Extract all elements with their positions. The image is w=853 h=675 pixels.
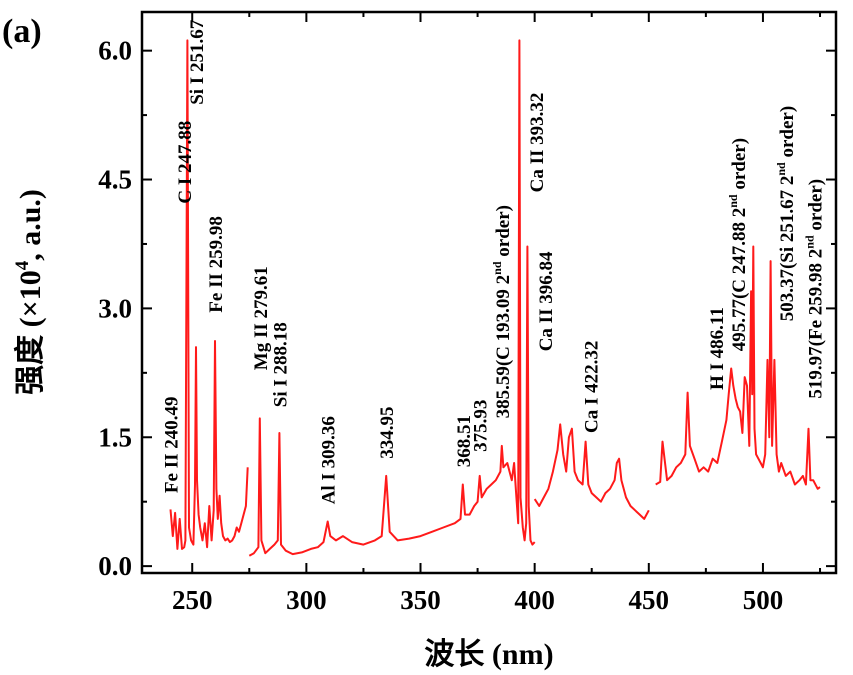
y-axis-title-suffix: , a.u.) xyxy=(14,189,47,261)
peak-label: Mg II 279.61 xyxy=(251,266,272,370)
peak-label: H I 486.11 xyxy=(707,307,728,390)
y-axis-title: 强度 (×104, a.u.) xyxy=(12,189,47,395)
panel-label: (a) xyxy=(2,13,42,50)
peak-label: Si I 288.18 xyxy=(270,322,291,407)
peak-label: C I 247.88 xyxy=(175,121,196,204)
peak-label: 375.93 xyxy=(471,400,492,452)
x-tick-label: 400 xyxy=(514,585,555,615)
peak-label: Fe II 240.49 xyxy=(162,397,183,494)
peak-label: Si I 251.67 xyxy=(187,19,208,104)
x-axis-title: 波长 (nm) xyxy=(424,638,553,671)
y-tick-label: 3.0 xyxy=(98,293,132,323)
axes: 250 300 350 400 450 500 0.0 1.5 3.0 4.5 6.0 xyxy=(98,12,836,615)
peak-annotations: Fe II 240.49 C I 247.88 Si I 251.67 Fe II 2… xyxy=(162,19,827,504)
peak-label: Ca I 422.32 xyxy=(582,341,603,433)
peak-label: 519.97(Fe 259.98 2nd order) xyxy=(802,179,826,399)
peak-label: 385.59(C 193.09 2nd order) xyxy=(490,205,514,418)
peak-label: 503.37(Si 251.67 2nd order) xyxy=(774,106,798,322)
spectrum-line-2 xyxy=(248,39,536,557)
y-axis-title-sup: 4 xyxy=(12,260,33,270)
spectrum-line-4 xyxy=(655,245,821,490)
y-tick-label: 0.0 xyxy=(98,551,132,581)
x-tick-label: 450 xyxy=(629,585,670,615)
peak-label: Ca II 396.84 xyxy=(536,251,557,351)
x-tick-label: 300 xyxy=(286,585,327,615)
peak-label: Fe II 259.98 xyxy=(206,216,227,313)
spectrum-line-3 xyxy=(533,423,650,520)
peak-label: Al I 309.36 xyxy=(319,416,340,504)
x-tick-label: 250 xyxy=(172,585,213,615)
peak-label: 495.77(C 247.88 2nd order) xyxy=(726,138,750,351)
peak-label: 368.51 xyxy=(454,415,475,467)
peak-label: Ca II 393.32 xyxy=(527,93,548,193)
y-tick-label: 6.0 xyxy=(98,36,132,66)
peak-label: 334.95 xyxy=(377,406,398,458)
plot-frame xyxy=(140,10,838,575)
y-tick-label: 4.5 xyxy=(98,165,132,195)
y-tick-label: 1.5 xyxy=(98,422,132,452)
x-tick-label: 350 xyxy=(400,585,441,615)
spectrum-series xyxy=(169,39,821,557)
y-axis-title-prefix: 强度 (×10 xyxy=(14,270,47,395)
spectrum-line-1 xyxy=(169,39,249,550)
x-tick-label: 500 xyxy=(743,585,784,615)
